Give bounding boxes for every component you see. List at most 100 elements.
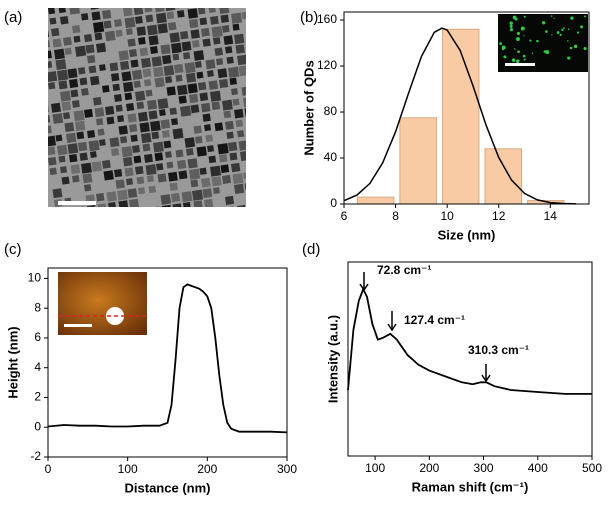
nanocube [264, 19, 274, 29]
nanocube [145, 164, 157, 176]
nanocube [122, 221, 130, 229]
nanocube [127, 188, 138, 199]
nanocube [124, 17, 136, 29]
nanocube [212, 187, 220, 195]
arrow-head [359, 283, 369, 292]
qd-dot [563, 27, 565, 30]
nanocube [151, 56, 162, 67]
nanocube [166, 86, 176, 96]
x-axis-label: Size (nm) [438, 227, 496, 242]
nanocube [258, 52, 266, 60]
nanocube [200, 177, 211, 188]
nanocube [48, 82, 56, 90]
nanocube [168, 171, 178, 182]
nanocube [66, 208, 75, 217]
nanocube [115, 104, 123, 112]
qd-dot [576, 31, 580, 34]
nanocube [288, 112, 298, 122]
nanocube [130, 134, 138, 142]
nanocube [153, 66, 164, 78]
nanocube [103, 20, 112, 29]
nanocube [257, 191, 266, 200]
nanocube [63, 36, 72, 46]
nanocube [204, 124, 212, 132]
nanocube [120, 136, 128, 144]
nanocube [214, 47, 224, 56]
nanocube [187, 8, 199, 19]
nanocube [87, 129, 96, 139]
x-tick-label: 0 [45, 462, 52, 476]
qd-dot [570, 16, 574, 20]
nanocube [69, 78, 79, 89]
nanocube [177, 159, 187, 170]
nanocube [106, 116, 115, 125]
nanocube [171, 118, 179, 126]
nanocube [48, 40, 50, 48]
nanocube [158, 109, 166, 116]
nanocube [196, 146, 207, 157]
qd-dot [516, 31, 520, 35]
x-tick-label: 10 [440, 209, 454, 223]
nanocube [211, 101, 221, 111]
x-tick-label: 14 [544, 209, 558, 223]
nanocube [135, 90, 146, 102]
nanocube [36, 73, 45, 82]
bar [356, 196, 395, 205]
nanocube [141, 132, 152, 144]
nanocube [172, 128, 184, 140]
nanocube [49, 167, 57, 175]
nanocube [78, 67, 86, 75]
nanocube [97, 203, 107, 207]
nanocube [148, 185, 157, 194]
nanocube [27, 10, 38, 21]
nanocube [189, 18, 199, 29]
qd-dot [523, 58, 526, 61]
nanocube [115, 179, 125, 189]
nanocube [72, 175, 80, 183]
nanocube [148, 35, 159, 46]
nanocube [207, 0, 217, 4]
nanocube [136, 101, 145, 110]
nanocube [56, 209, 65, 218]
qd-dot [510, 24, 513, 27]
nanocube [166, 161, 174, 169]
nanocube [234, 183, 245, 194]
nanocube [117, 189, 128, 201]
nanocube [145, 14, 154, 23]
nanocube [79, 152, 88, 161]
qd-dot [542, 21, 546, 25]
nanocube [143, 0, 154, 4]
nanocube [97, 128, 105, 136]
qd-dot [523, 35, 525, 37]
x-tick-label: 300 [474, 461, 494, 475]
nanocube [190, 29, 200, 39]
x-tick-label: 12 [492, 209, 506, 223]
nanocube [258, 202, 265, 209]
nanocube [70, 89, 79, 98]
nanocube [153, 217, 160, 224]
nanocube [169, 107, 177, 116]
nanocube [171, 42, 182, 54]
nanocube [171, 192, 181, 203]
nanocube [254, 170, 264, 180]
nanocube [233, 108, 244, 119]
nanocube [78, 141, 88, 152]
nanocube [120, 60, 130, 71]
nanocube [244, 182, 246, 191]
nanocube [220, 14, 229, 23]
nanocube [167, 21, 177, 31]
nanocube [252, 10, 260, 18]
nanocube [275, 167, 283, 175]
nanocube [208, 8, 216, 13]
bar [399, 117, 437, 205]
nanocube [67, 68, 78, 79]
qd-dot [569, 46, 573, 50]
y-tick-label: 2 [34, 390, 41, 404]
nanocube [287, 101, 297, 111]
nanocube [273, 82, 281, 90]
nanocube [58, 80, 68, 90]
nanocube [196, 71, 204, 79]
x-axis-label: Raman shift (cm⁻¹) [412, 479, 529, 494]
nanocube [267, 190, 276, 199]
nanocube [103, 170, 114, 181]
